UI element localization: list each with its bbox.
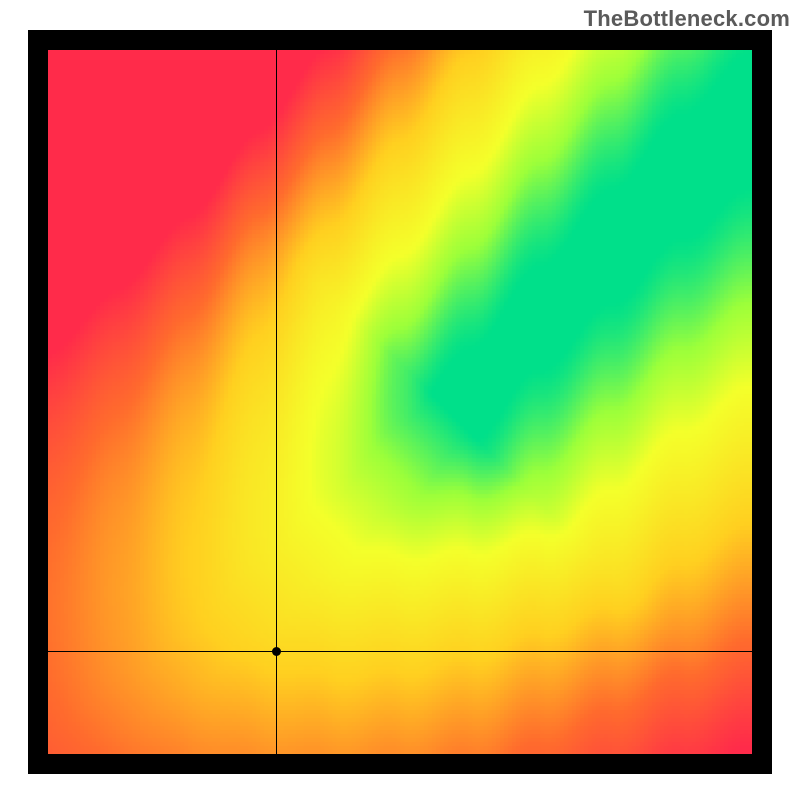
crosshair-horizontal (48, 651, 752, 652)
chart-frame (28, 30, 772, 774)
watermark-text: TheBottleneck.com (584, 6, 790, 32)
heatmap-canvas (48, 50, 752, 754)
